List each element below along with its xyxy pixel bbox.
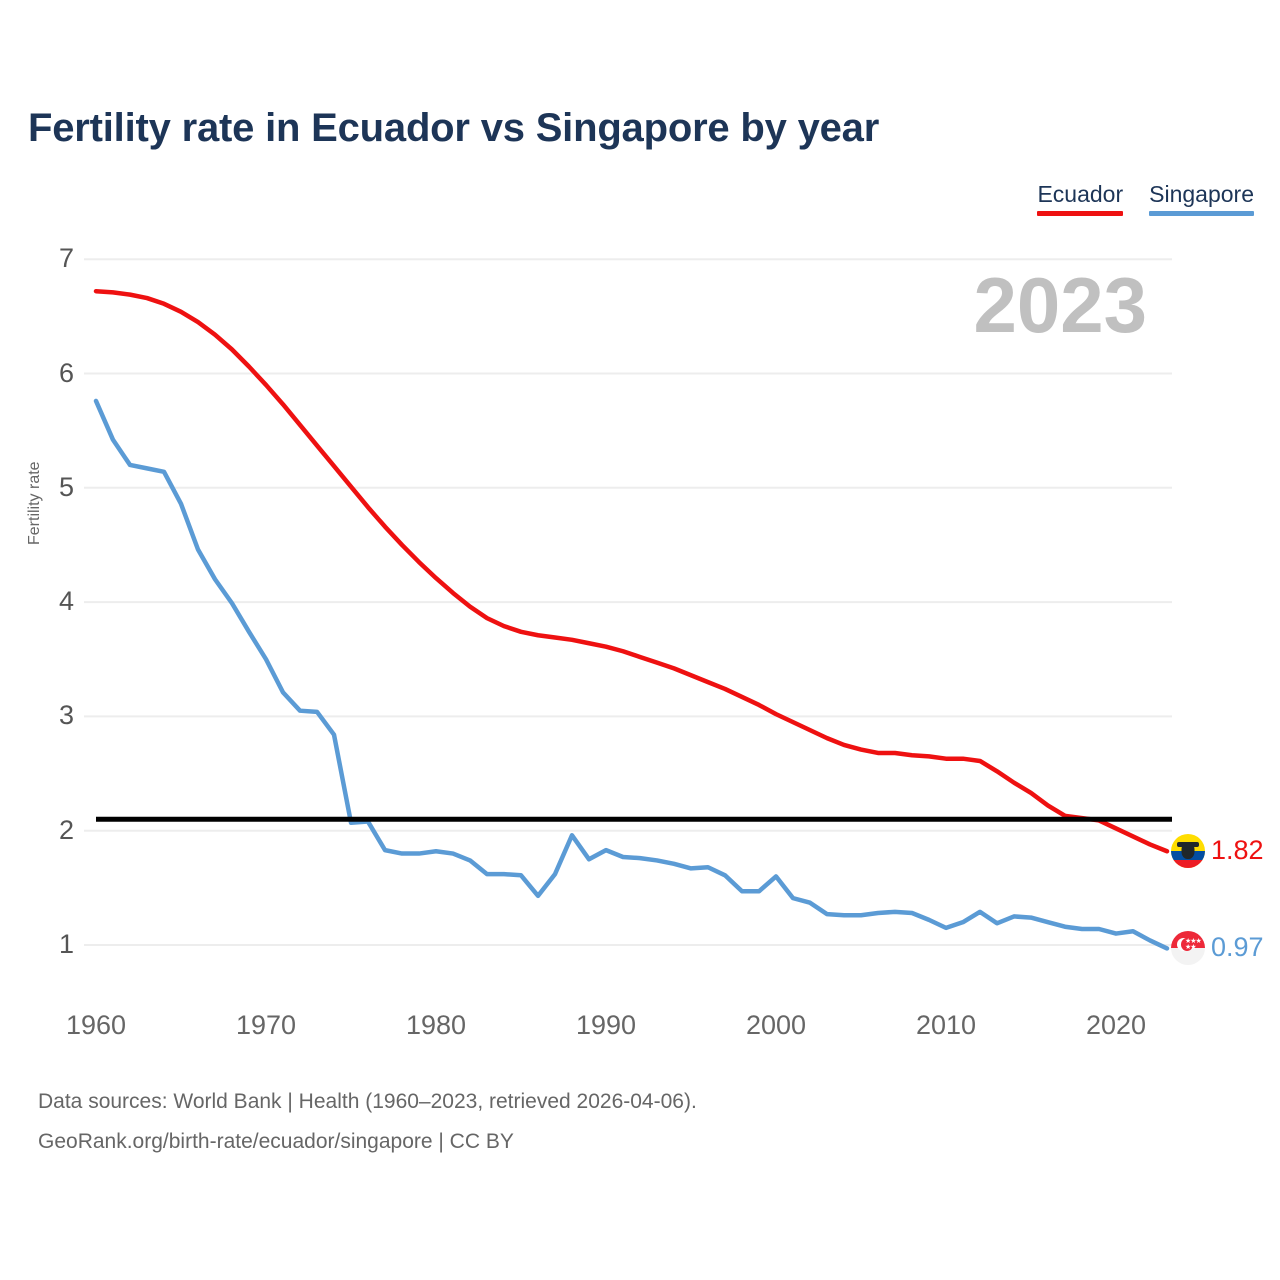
x-tick-label: 1980 (405, 1010, 467, 1040)
chart-gridlines (84, 258, 1172, 946)
ecuador-end-value: 1.82 (1211, 835, 1264, 866)
series-line-ecuador (93, 288, 1170, 854)
flag-band-red (1171, 859, 1205, 869)
flag-emblem-wing (1177, 842, 1199, 848)
y-tick-label: 7 (58, 243, 74, 274)
legend-rule-singapore (1149, 211, 1254, 216)
chart-series-lines (93, 288, 1170, 951)
page-title: Fertility rate in Ecuador vs Singapore b… (28, 106, 880, 150)
ecuador-flag-icon (1171, 834, 1205, 869)
legend-rule-ecuador (1037, 211, 1124, 216)
x-tick-label: 2000 (745, 1010, 807, 1040)
singapore-end-value: 0.97 (1211, 932, 1264, 963)
legend-label-ecuador: Ecuador (1037, 181, 1124, 207)
y-tick-label: 3 (58, 700, 74, 731)
singapore-flag-icon: ★★★ ★★ (1171, 931, 1205, 966)
x-tick-label: 2010 (915, 1010, 977, 1040)
legend-item-singapore[interactable]: Singapore (1149, 183, 1254, 216)
legend-item-ecuador[interactable]: Ecuador (1037, 181, 1124, 216)
y-tick-label: 1 (58, 929, 74, 959)
x-tick-label: 1990 (575, 1010, 637, 1040)
legend-label-singapore: Singapore (1149, 181, 1254, 207)
y-tick-label: 4 (58, 586, 74, 617)
footer-attribution: GeoRank.org/birth-rate/ecuador/singapore… (38, 1130, 514, 1153)
y-tick-label: 6 (58, 357, 74, 388)
series-line-singapore (93, 398, 1170, 951)
y-tick-label: 5 (58, 471, 74, 502)
flag-stars: ★★★ ★★ (1185, 938, 1202, 952)
flag-crescent-cut (1181, 938, 1193, 952)
x-tick-label: 1970 (235, 1010, 297, 1040)
year-watermark: 2023 (973, 261, 1147, 349)
chart-legend: Ecuador Singapore (1037, 183, 1254, 216)
x-tick-label: 2020 (1085, 1010, 1147, 1040)
x-tick-label: 1960 (65, 1010, 127, 1040)
y-tick-label: 2 (58, 814, 74, 845)
footer-data-sources: Data sources: World Bank | Health (1960–… (38, 1090, 697, 1113)
